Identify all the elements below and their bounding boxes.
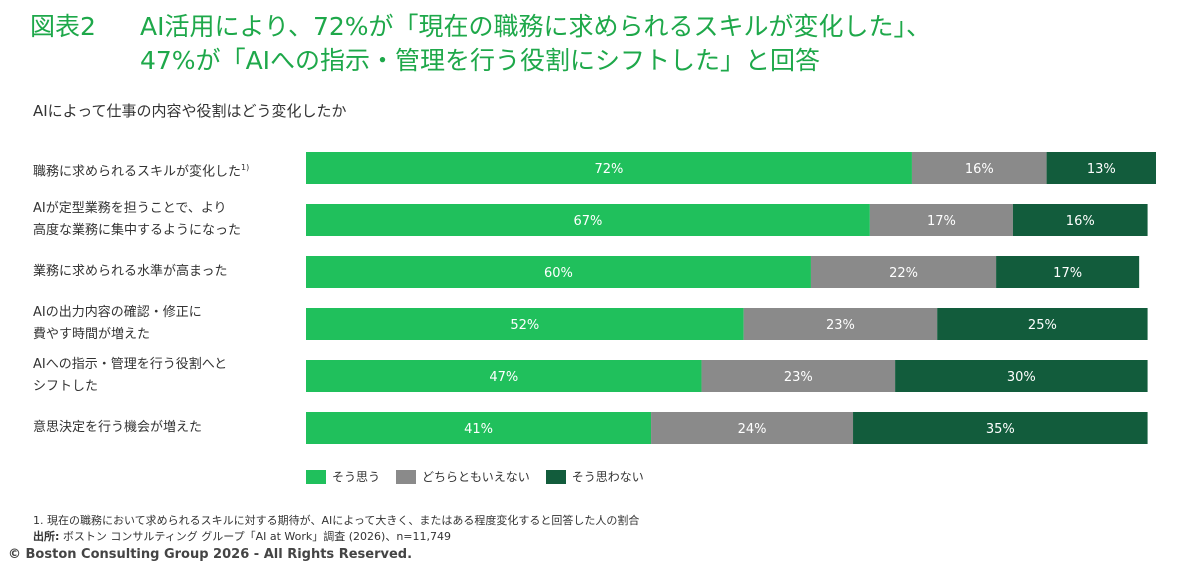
legend-label: そう思う	[332, 470, 381, 484]
data-label: 41%	[464, 422, 493, 437]
bar-segment	[853, 412, 1148, 444]
footnote: 1. 現在の職務において求められるスキルに対する期待が、AIによって大きく、また…	[33, 514, 640, 527]
data-label: 16%	[1066, 214, 1095, 229]
data-label: 72%	[595, 162, 624, 177]
data-label: 24%	[738, 422, 767, 437]
data-label: 17%	[1053, 266, 1082, 281]
page-title: 図表2 AI活用により、72%が「現在の職務に求められるスキルが変化した」、 47…	[30, 10, 931, 78]
data-label: 47%	[489, 370, 518, 385]
footnote-marker: 1)	[241, 163, 250, 172]
source-label: 出所:	[33, 530, 60, 543]
data-label: 67%	[573, 214, 602, 229]
legend-swatch	[306, 469, 326, 484]
copyright: © Boston Consulting Group 2026 - All Rig…	[8, 547, 413, 562]
data-label: 22%	[889, 266, 918, 281]
bar-segment	[743, 308, 938, 340]
bar-segment	[1012, 204, 1148, 236]
data-label: 16%	[965, 162, 994, 177]
category-label: シフトした	[33, 379, 99, 394]
legend-label: そう思わない	[571, 470, 644, 484]
chart-title: AIによって仕事の内容や役割はどう変化したか	[33, 102, 347, 120]
bar-segment	[306, 204, 870, 236]
bar-segment	[937, 308, 1148, 340]
category-label: AIへの指示・管理を行う役割へと	[33, 357, 228, 372]
legend-item: どちらともいえない	[396, 468, 530, 485]
legend-swatch	[545, 469, 566, 484]
title-line-2: 47%が「AIへの指示・管理を行う役割にシフトした」と回答	[140, 46, 821, 75]
category-label: AIが定型業務を担うことで、より	[33, 201, 227, 216]
data-label: 35%	[986, 422, 1015, 437]
data-label: 30%	[1007, 370, 1036, 385]
category-label: 意思決定を行う機会が増えた	[33, 420, 203, 435]
bar-segment	[911, 152, 1047, 184]
title-line-1: 図表2 AI活用により、72%が「現在の職務に求められるスキルが変化した」、	[30, 10, 931, 44]
bar-segment	[306, 152, 912, 184]
data-label: 17%	[927, 214, 956, 229]
legend-swatch	[396, 469, 417, 484]
bar-segment	[306, 308, 744, 340]
bar-segment	[701, 360, 896, 392]
category-label: 高度な業務に集中するようになった	[33, 223, 242, 238]
bar-segment	[1046, 152, 1156, 184]
bar-segment	[869, 204, 1013, 236]
data-label: 52%	[510, 318, 539, 333]
category-label: 職務に求められるスキルが変化した1)	[33, 163, 250, 180]
bar-segment	[306, 360, 702, 392]
legend-item: そう思う	[306, 468, 380, 485]
bar-segment	[306, 412, 652, 444]
bar-segment	[651, 412, 854, 444]
category-label: 業務に求められる水準が高まった	[33, 264, 228, 279]
data-label: 13%	[1087, 162, 1116, 177]
legend-label: どちらともいえない	[422, 470, 530, 484]
category-label: AIの出力内容の確認・修正に	[33, 305, 202, 320]
data-label: 60%	[544, 266, 573, 281]
data-label: 25%	[1028, 318, 1057, 333]
source-text: ボストン コンサルティング グループ「AI at Work」調査 (2026)、…	[59, 530, 451, 543]
data-label: 23%	[784, 370, 813, 385]
bar-segment	[810, 256, 997, 288]
source-note: 出所: ボストン コンサルティング グループ「AI at Work」調査 (20…	[33, 529, 451, 545]
legend-item: そう思わない	[545, 468, 644, 485]
bar-segment	[895, 360, 1148, 392]
bar-segment	[306, 256, 811, 288]
data-label: 23%	[826, 318, 855, 333]
figure-label: 図表2	[30, 12, 96, 41]
title-text-1: AI活用により、72%が「現在の職務に求められるスキルが変化した」、	[140, 12, 932, 41]
category-label: 費やす時間が増えた	[33, 327, 151, 342]
bar-segment	[996, 256, 1140, 288]
chart-legend: そう思う どちらともいえない そう思わない	[306, 468, 644, 485]
